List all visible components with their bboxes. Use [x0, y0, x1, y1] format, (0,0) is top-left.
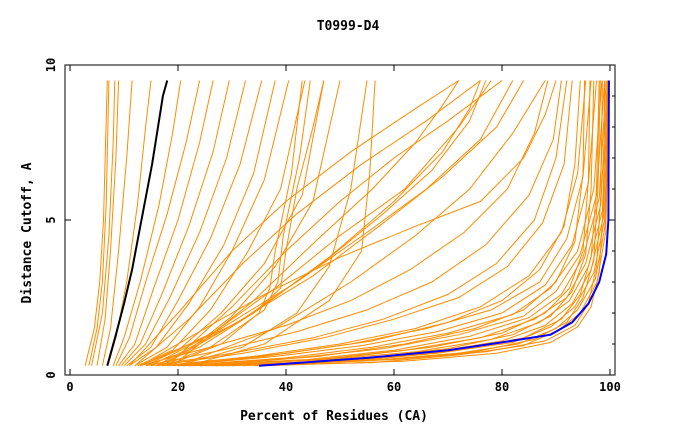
model-curve-56	[264, 80, 606, 367]
axes: 0 20 40 60 80 100 0 5 10	[44, 58, 621, 394]
model-curve-3	[91, 80, 116, 366]
model-curve-7	[112, 80, 182, 366]
model-curve-39	[188, 80, 607, 367]
model-curve-18	[156, 80, 325, 367]
x-axis-label: Percent of Residues (CA)	[240, 409, 428, 424]
model-curve-46	[150, 80, 568, 367]
model-curve-28	[166, 80, 503, 367]
highlighted-curve-1	[106, 80, 169, 366]
y-tick-label: 10	[44, 58, 58, 72]
y-tick-label: 5	[44, 216, 58, 223]
model-curve-8	[115, 80, 201, 366]
model-curve-24	[145, 80, 514, 367]
model-curve-52	[242, 80, 601, 367]
model-curve-26	[156, 80, 487, 367]
model-curve-13	[129, 80, 276, 367]
chart-title: T0999-D4	[317, 19, 380, 34]
model-curve-2	[88, 80, 110, 366]
model-curve-9	[118, 80, 214, 366]
model-curve-23	[150, 80, 492, 367]
x-tick-label: 80	[495, 380, 509, 394]
model-curve-40	[194, 80, 608, 367]
model-curve-31	[134, 80, 481, 367]
model-curve-44	[215, 80, 610, 367]
model-curve-43	[210, 80, 610, 367]
model-curve-14	[134, 80, 290, 367]
model-curve-12	[126, 80, 263, 367]
model-curve-41	[199, 80, 609, 367]
model-curve-48	[145, 80, 562, 367]
model-curve-21	[177, 80, 368, 367]
model-curve-5	[101, 80, 133, 366]
model-curve-54	[215, 80, 591, 367]
model-curve-34	[161, 80, 587, 367]
highlighted-curve-2	[258, 80, 610, 367]
model-curve-57	[199, 80, 586, 367]
x-tick-label: 40	[279, 380, 293, 394]
highlighted-model-lines	[106, 80, 610, 367]
x-tick-label: 0	[66, 380, 73, 394]
model-curve-50	[177, 80, 581, 367]
model-curve-4	[96, 80, 120, 366]
model-curve-11	[123, 80, 246, 367]
model-curve-55	[253, 80, 603, 367]
background-model-lines	[84, 80, 610, 367]
model-curve-32	[129, 80, 460, 367]
model-curve-33	[139, 80, 557, 367]
model-curve-27	[161, 80, 481, 367]
x-tick-label: 100	[599, 380, 621, 394]
model-curve-1	[84, 80, 108, 366]
model-curve-15	[137, 80, 306, 367]
y-axis-label: Distance Cutoff, A	[20, 162, 35, 303]
model-curve-51	[231, 80, 600, 367]
x-tick-label: 60	[387, 380, 401, 394]
model-curve-36	[172, 80, 597, 367]
model-curve-37	[177, 80, 603, 367]
model-curve-38	[183, 80, 606, 367]
y-tick-label: 0	[44, 371, 58, 378]
model-curve-47	[156, 80, 573, 367]
model-curve-10	[120, 80, 230, 367]
model-curve-45	[221, 80, 610, 367]
x-tick-label: 20	[171, 380, 185, 394]
model-curve-49	[140, 80, 549, 367]
